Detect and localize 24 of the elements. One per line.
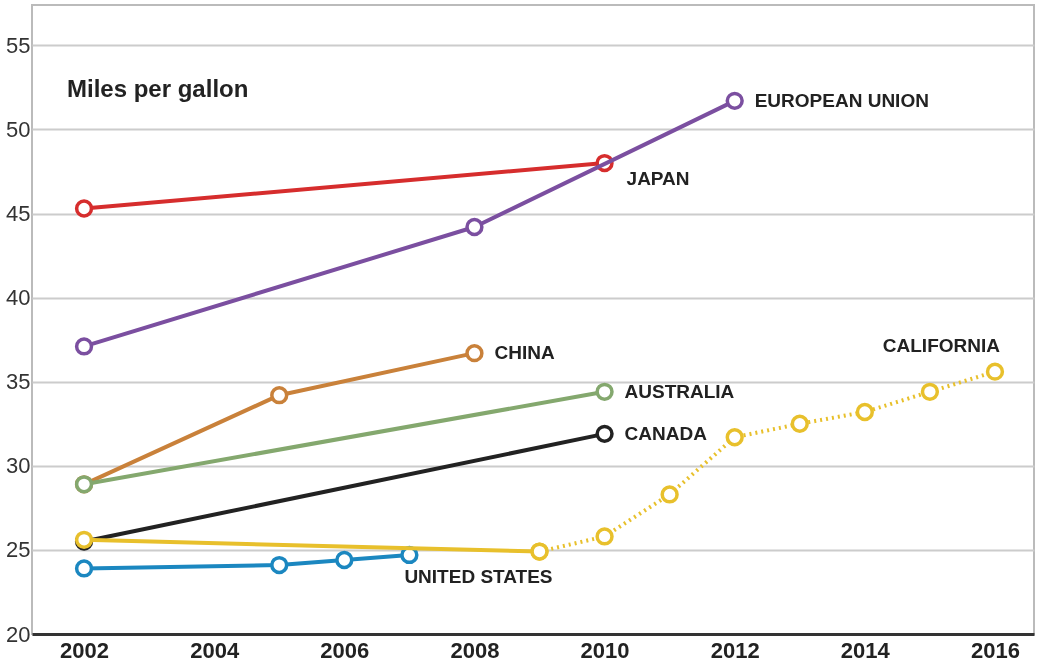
series-label: AUSTRALIA <box>624 380 735 402</box>
x-tick-label: 2010 <box>580 637 630 663</box>
series-label: UNITED STATES <box>404 565 553 587</box>
y-tick-label: 40 <box>6 285 31 311</box>
y-tick-label: 35 <box>6 369 31 395</box>
y-axis-title: Miles per gallon <box>67 75 249 102</box>
series-label: CHINA <box>494 342 555 364</box>
y-tick-label: 50 <box>6 116 31 142</box>
series-label: CANADA <box>624 422 708 444</box>
x-tick-label: 2006 <box>320 637 370 663</box>
series-label: CALIFORNIA <box>882 334 1001 356</box>
y-tick-label: 45 <box>6 201 31 227</box>
y-tick-label: 20 <box>6 621 31 647</box>
x-tick-label: 2004 <box>190 637 240 663</box>
y-tick-label: 25 <box>6 537 31 563</box>
x-tick-label: 2014 <box>840 637 891 663</box>
x-tick-label: 2012 <box>710 637 760 663</box>
x-tick-label: 2008 <box>450 637 500 663</box>
series-label: JAPAN <box>626 168 690 190</box>
x-tick-label: 2016 <box>970 637 1020 663</box>
series-label: EUROPEAN UNION <box>754 89 929 111</box>
x-tick-label: 2002 <box>60 637 110 663</box>
y-tick-label: 55 <box>6 32 31 58</box>
y-tick-label: 30 <box>6 453 31 479</box>
